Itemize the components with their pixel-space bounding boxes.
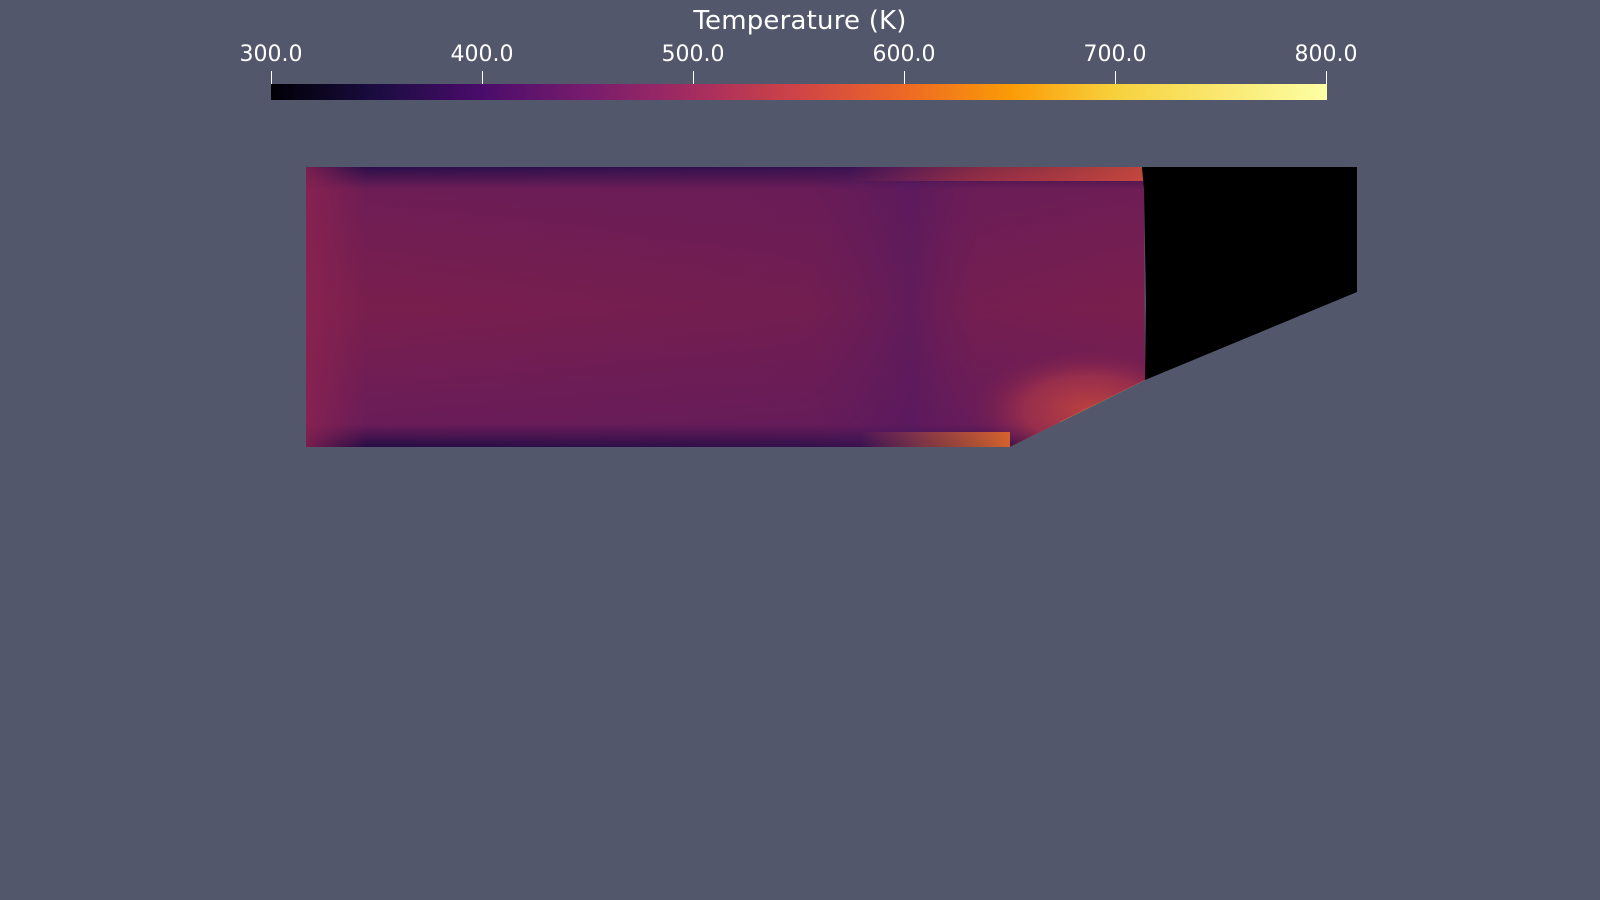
tick-mark xyxy=(482,71,483,88)
tick-label: 300.0 xyxy=(239,42,303,67)
colorbar-title: Temperature (K) xyxy=(693,6,907,36)
tick-mark xyxy=(271,71,272,88)
tick-label: 800.0 xyxy=(1294,42,1358,67)
tick-label: 600.0 xyxy=(872,42,936,67)
tick-mark xyxy=(1326,71,1327,88)
tick-mark xyxy=(904,71,905,88)
tick-label: 700.0 xyxy=(1083,42,1147,67)
tick-mark xyxy=(1115,71,1116,88)
fluid-region xyxy=(306,167,1145,447)
colorbar-legend: Temperature (K) 300.0 400.0 500.0 600.0 … xyxy=(230,0,1370,110)
tick-mark xyxy=(693,71,694,88)
tick-label: 400.0 xyxy=(450,42,514,67)
solid-region xyxy=(1142,167,1357,380)
colorbar-gradient xyxy=(271,84,1327,100)
tick-label: 500.0 xyxy=(661,42,725,67)
